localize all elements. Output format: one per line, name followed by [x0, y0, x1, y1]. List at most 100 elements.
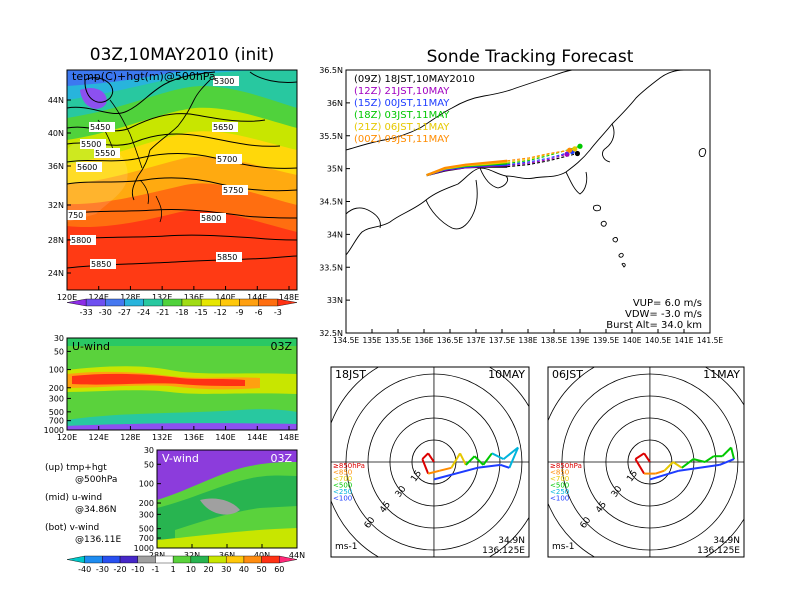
x-tick-label: 144E — [247, 433, 267, 442]
legend-bot-line1: (bot) v-wind — [45, 523, 99, 533]
colorbar-swatch — [220, 298, 240, 307]
x-tick-label: 140E — [215, 293, 235, 302]
hodograph-trace — [482, 452, 493, 466]
colorbar-swatch — [243, 555, 262, 564]
contour-label: 750 — [68, 211, 83, 220]
colorbar-swatch — [102, 555, 121, 564]
hodograph-trace — [693, 458, 706, 463]
v-wind-label: V-wind — [162, 452, 199, 465]
colorbar-swatch — [137, 555, 156, 564]
track-legend-4: (21Z) 06JST,11MAY — [354, 122, 450, 133]
x-tick-label: 141E — [674, 336, 693, 345]
contour-label: 5600 — [77, 163, 97, 172]
contour-label: 5850 — [91, 260, 111, 269]
y-tick-label: 35.5N — [319, 132, 343, 141]
hodograph-trace — [508, 447, 519, 469]
param-vup: VUP= 6.0 m/s — [633, 298, 702, 309]
y-tick-label: 500 — [139, 525, 154, 534]
colorbar-label: -27 — [118, 308, 131, 317]
contour-label: 5700 — [217, 155, 237, 164]
x-tick-label: 135.5E — [385, 336, 411, 345]
landing-point-0 — [574, 150, 581, 157]
x-tick-label: 140E — [622, 336, 641, 345]
contour-label: 5500 — [81, 140, 101, 149]
track-descent-2 — [507, 151, 573, 166]
track-legend-2: (15Z) 00JST,11MAY — [354, 98, 450, 109]
x-tick-label: 138E — [518, 336, 537, 345]
u-wind-time: 03Z — [270, 340, 292, 353]
x-tick-label: 28N — [149, 551, 165, 560]
hodograph-trace — [439, 466, 452, 472]
hodograph-date: 11MAY — [703, 368, 740, 381]
x-tick-label: 36N — [219, 551, 235, 560]
hodograph-trace — [459, 452, 467, 466]
param-burst: Burst Alt= 34.0 km — [606, 320, 702, 331]
x-tick-label: 139E — [570, 336, 589, 345]
hodograph-trace — [634, 452, 645, 460]
hodograph-unit: ms-1 — [552, 542, 574, 552]
colorbar-label: -24 — [137, 308, 150, 317]
colorbar-swatch — [84, 555, 103, 564]
colorbar-swatch — [124, 298, 144, 307]
track-map: 36.5N 36N 35.5N 35N 34.5N 34N 33.5N 33N 32.5N 13… — [319, 66, 723, 345]
colorbar-label: 1 — [171, 565, 176, 574]
x-tick-label: 132E — [152, 293, 172, 302]
hodograph-trace — [477, 463, 501, 469]
hodograph-date: 10MAY — [488, 368, 525, 381]
colorbar-label: -6 — [255, 308, 263, 317]
x-tick-label: 148E — [279, 433, 299, 442]
colorbar-label: -9 — [236, 308, 244, 317]
hodograph-trace — [465, 455, 476, 466]
track-legend-0: (09Z) 18JST,10MAY2010 — [354, 74, 475, 85]
y-tick-label: 300 — [49, 394, 64, 403]
v-wind-time: 03Z — [270, 452, 292, 465]
colorbar-swatch — [190, 555, 209, 564]
hodograph-time: 06JST — [552, 368, 583, 381]
hodograph-trace — [719, 458, 735, 466]
track-ascent-5 — [426, 159, 508, 177]
x-tick-label: 140.5E — [645, 336, 671, 345]
colorbar-swatch — [226, 555, 245, 564]
colorbar-swatch — [279, 555, 298, 564]
x-tick-label: 136E — [184, 433, 204, 442]
x-tick-label: 40N — [254, 551, 270, 560]
y-tick-label: 36.5N — [319, 66, 343, 75]
contour-label: 5750 — [223, 186, 243, 195]
temperature-map: 5450 5500 5550 5600 5650 5700 5750 5800 … — [48, 69, 299, 302]
contour-label: 5300 — [214, 77, 234, 86]
y-tick-label: 100 — [139, 480, 154, 489]
track-legend: (09Z) 18JST,10MAY2010 (12Z) 21JST,10MAY … — [354, 74, 475, 145]
landing-point-3 — [577, 143, 583, 149]
y-tick-label: 200 — [49, 384, 64, 393]
contour-label: 5850 — [217, 253, 237, 262]
x-tick-label: 136E — [184, 293, 204, 302]
y-tick-label: 700 — [139, 534, 154, 543]
colorbar-label: 20 — [203, 565, 213, 574]
colorbar-swatch — [208, 555, 227, 564]
colorbar-swatch — [143, 298, 164, 307]
colorbar-label: -21 — [156, 308, 169, 317]
sonde-params: VUP= 6.0 m/s VDW= -3.0 m/s Burst Alt= 34… — [606, 298, 702, 331]
track-descent-1 — [507, 153, 568, 166]
x-tick-label: 135E — [362, 336, 381, 345]
hodograph-level-label: <850 — [550, 469, 569, 477]
hodograph-level-label: ≥850hPa — [550, 462, 582, 470]
hodograph-level-label: <850 — [333, 469, 352, 477]
hodograph-trace — [502, 446, 519, 460]
x-tick-label: 137E — [466, 336, 485, 345]
track-descent-0 — [507, 152, 578, 168]
y-tick-label: 34N — [327, 230, 343, 239]
x-tick-label: 144E — [247, 293, 267, 302]
y-tick-label: 50 — [144, 460, 154, 469]
y-tick-label: 1000 — [134, 544, 154, 553]
map-label: temp(C)+hgt(m)@500hPa — [72, 70, 216, 83]
x-tick-label: 120E — [57, 293, 77, 302]
hodograph-unit: ms-1 — [335, 542, 357, 552]
hodograph-level-label: <500 — [550, 482, 569, 490]
y-tick-label: 30 — [54, 334, 64, 343]
colorbar-swatch — [119, 555, 138, 564]
colorbar-label: -12 — [214, 308, 227, 317]
hodograph-level-label: <500 — [333, 482, 352, 490]
